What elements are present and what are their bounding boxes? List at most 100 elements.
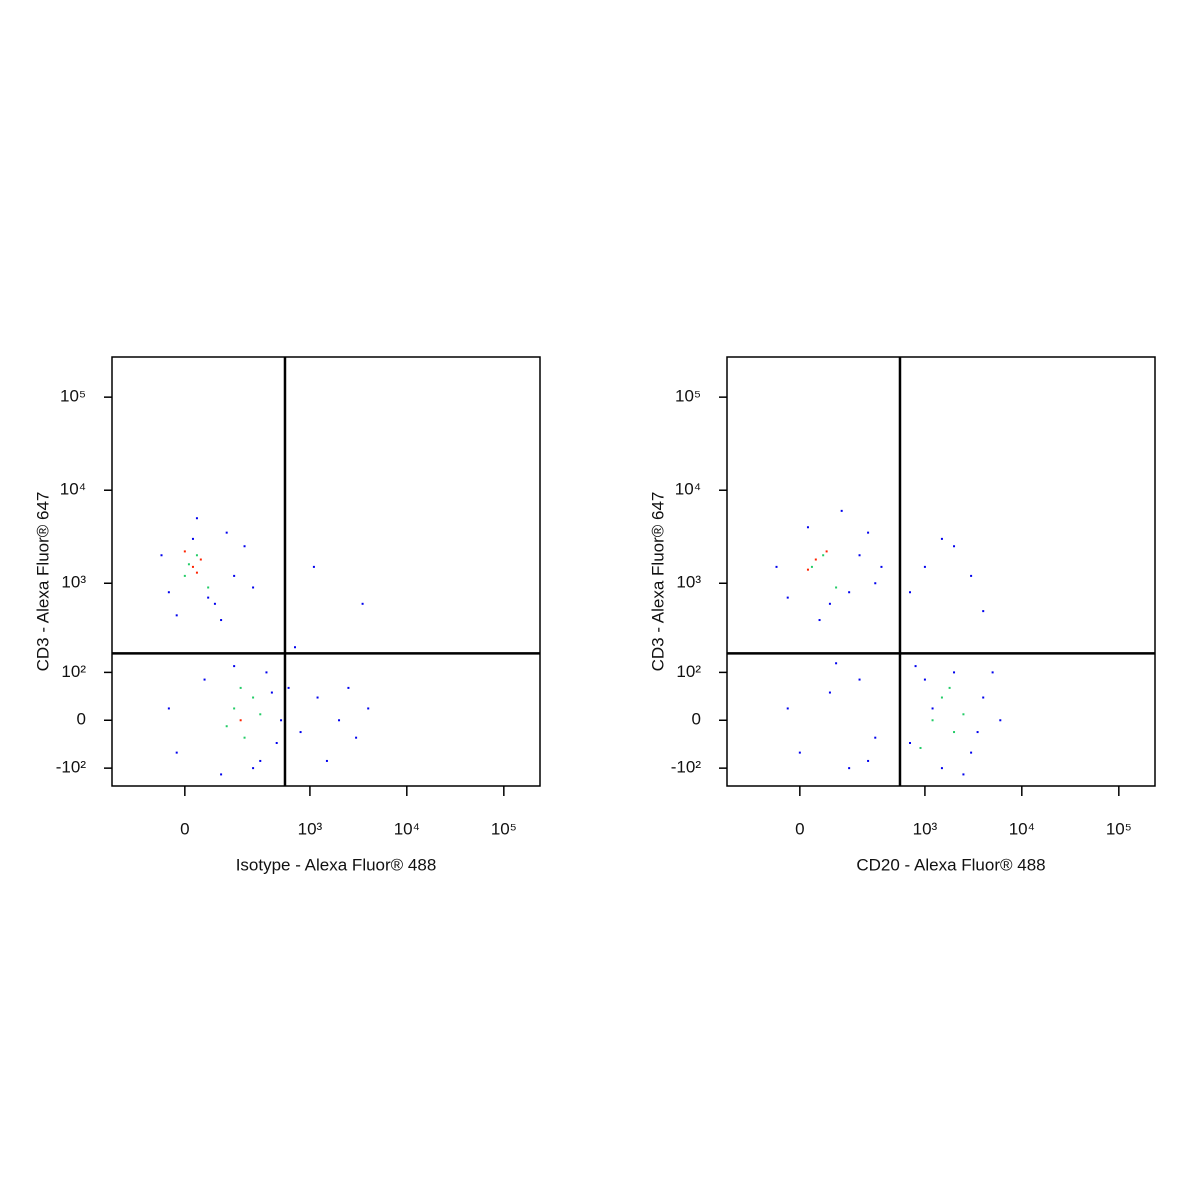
dot xyxy=(167,707,170,710)
dot xyxy=(347,686,350,689)
dot xyxy=(858,678,861,681)
y-tick-label: 0 xyxy=(692,710,701,729)
dot xyxy=(195,571,198,574)
x-tick-label: 10⁵ xyxy=(491,819,517,838)
dot xyxy=(183,550,186,553)
dot xyxy=(175,751,178,754)
dot xyxy=(275,741,278,744)
dot xyxy=(338,719,341,722)
dot xyxy=(225,531,228,534)
dot xyxy=(239,686,242,689)
dot xyxy=(970,751,973,754)
dot xyxy=(874,582,877,585)
dot xyxy=(294,646,297,649)
y-tick-label: -10² xyxy=(56,758,87,777)
x-axis-title: Isotype - Alexa Fluor® 488 xyxy=(236,855,437,874)
dot xyxy=(207,586,210,589)
dot xyxy=(909,741,912,744)
dot xyxy=(909,591,912,594)
dot xyxy=(252,586,255,589)
dot xyxy=(976,731,979,734)
x-tick-label: 0 xyxy=(795,819,804,838)
dot xyxy=(867,759,870,762)
dot xyxy=(874,736,877,739)
dot xyxy=(835,586,838,589)
plot: 0 10³ 10⁴ 10⁵ -10² 0 10² 10³ 10⁴ 10⁵ Isotype - Ale… xyxy=(33,356,541,874)
dot xyxy=(199,558,202,561)
dot xyxy=(798,751,801,754)
dot xyxy=(287,686,290,689)
y-tick-label: 10⁴ xyxy=(60,480,86,499)
dot xyxy=(183,574,186,577)
dot xyxy=(923,678,926,681)
dot xyxy=(243,545,246,548)
y-tick-label: 10⁵ xyxy=(60,387,86,406)
dot xyxy=(919,746,922,749)
dot xyxy=(160,554,163,557)
dot xyxy=(940,767,943,770)
dot xyxy=(940,696,943,699)
dot xyxy=(999,719,1002,722)
dot xyxy=(982,610,985,613)
dot xyxy=(195,517,198,520)
dot xyxy=(175,614,178,617)
dot xyxy=(220,773,223,776)
dot xyxy=(828,602,831,605)
dot xyxy=(213,602,216,605)
dot xyxy=(259,759,262,762)
x-tick-label: 10³ xyxy=(298,819,323,838)
dot xyxy=(207,596,210,599)
dot xyxy=(828,691,831,694)
dot xyxy=(191,565,194,568)
plot-frame xyxy=(726,356,1156,787)
y-tick-label: 10³ xyxy=(61,573,86,592)
dot xyxy=(880,565,883,568)
dot xyxy=(225,725,228,728)
dot xyxy=(252,696,255,699)
plot-frame xyxy=(111,356,541,787)
dot xyxy=(786,596,789,599)
y-tick-label: 10⁵ xyxy=(675,387,701,406)
dot xyxy=(312,565,315,568)
dot xyxy=(191,537,194,540)
dot xyxy=(991,671,994,674)
dot xyxy=(914,665,917,668)
dot xyxy=(259,713,262,716)
dot xyxy=(867,531,870,534)
y-tick-label: 10² xyxy=(676,662,701,681)
dot xyxy=(233,574,236,577)
dot xyxy=(940,537,943,540)
dot xyxy=(953,545,956,548)
y-tick-label: 10⁴ xyxy=(675,480,701,499)
dot xyxy=(361,602,364,605)
dot xyxy=(840,509,843,512)
dot xyxy=(203,678,206,681)
x-tick-label: 10³ xyxy=(913,819,938,838)
dot xyxy=(243,736,246,739)
dot xyxy=(220,619,223,622)
dot xyxy=(953,671,956,674)
plot: 0 10³ 10⁴ 10⁵ -10² 0 10² 10³ 10⁴ 10⁵ CD20 - Alexa … xyxy=(648,356,1156,874)
dot xyxy=(982,696,985,699)
dot xyxy=(187,563,190,566)
dot xyxy=(325,759,328,762)
dot xyxy=(931,719,934,722)
dot xyxy=(810,565,813,568)
y-tick-label: 10³ xyxy=(676,573,701,592)
dot xyxy=(825,550,828,553)
dot xyxy=(848,767,851,770)
dot xyxy=(239,719,242,722)
dot xyxy=(775,565,778,568)
dot xyxy=(962,773,965,776)
dot xyxy=(931,707,934,710)
dot xyxy=(806,526,809,529)
dot xyxy=(786,707,789,710)
dot xyxy=(848,591,851,594)
dot xyxy=(818,619,821,622)
x-axis-title: CD20 - Alexa Fluor® 488 xyxy=(856,855,1045,874)
x-tick-label: 10⁴ xyxy=(1009,819,1035,838)
dot xyxy=(948,686,951,689)
dot xyxy=(265,671,268,674)
dot xyxy=(835,662,838,665)
dot xyxy=(367,707,370,710)
